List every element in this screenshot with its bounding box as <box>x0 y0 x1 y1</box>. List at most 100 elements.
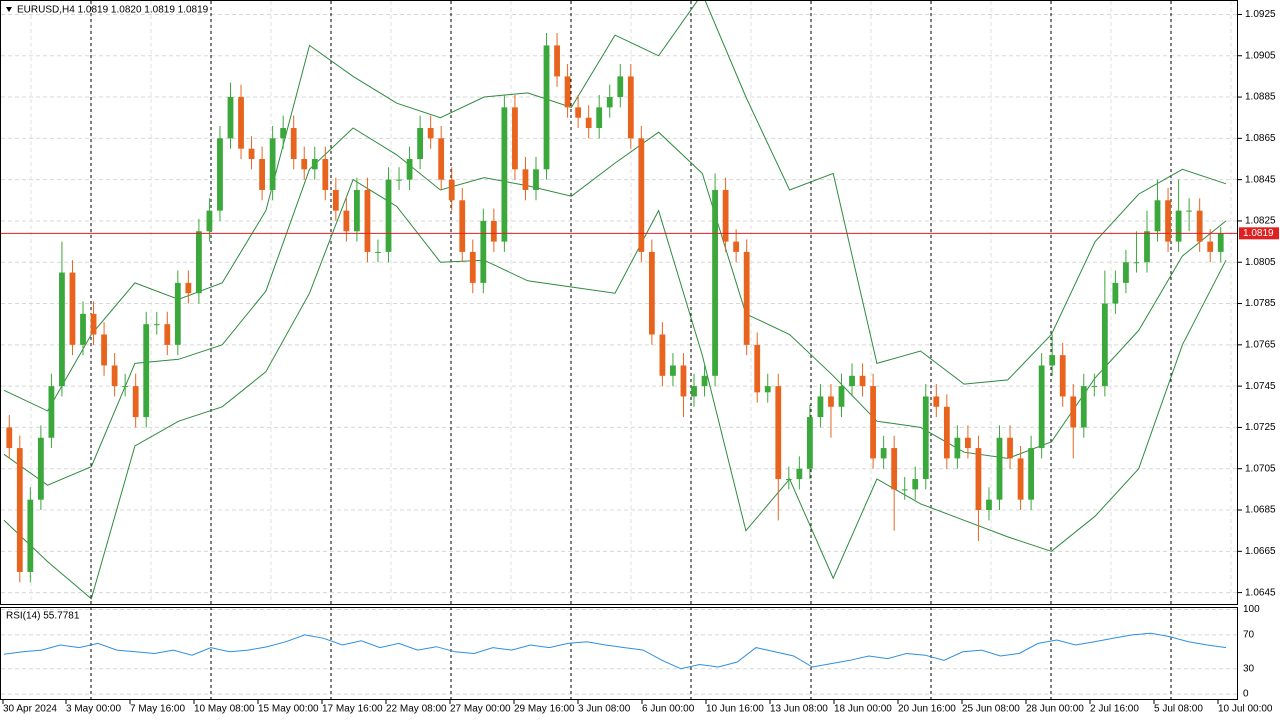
candle-body <box>185 282 192 294</box>
candle-body <box>1207 241 1214 252</box>
candle-body <box>1049 355 1056 366</box>
candle-body <box>153 324 160 326</box>
candle-body <box>143 324 150 418</box>
candle-body <box>69 272 76 345</box>
y-tick-label: 1.0645 <box>1245 587 1276 598</box>
candle-body <box>585 117 592 129</box>
y-tick-label: 1.0865 <box>1245 133 1276 144</box>
menu-triangle <box>6 7 12 12</box>
candle-body <box>533 169 539 190</box>
candle-body <box>427 128 434 139</box>
y-tick-label: 1.0725 <box>1245 422 1276 433</box>
candle-body <box>785 479 792 481</box>
candle-body <box>659 334 666 376</box>
candle-body <box>1059 355 1066 397</box>
candle-body <box>280 128 287 139</box>
candle-body <box>1091 386 1098 388</box>
y-tick-label: 1.0905 <box>1245 50 1276 61</box>
candle-body <box>543 45 550 170</box>
x-tick-label: 22 May 08:00 <box>386 704 447 715</box>
y-tick-label: 1.0885 <box>1245 92 1276 103</box>
candle-body <box>817 396 824 418</box>
rsi-label: RSI(14) 55.7781 <box>6 611 80 622</box>
candle-body <box>891 448 898 490</box>
candle-body <box>522 169 529 190</box>
candle-body <box>1144 231 1150 263</box>
candle-body <box>1080 386 1087 428</box>
candle-body <box>975 448 982 511</box>
candle-body <box>301 158 308 170</box>
bollinger-middle <box>3 127 1227 486</box>
candle-body <box>195 231 202 294</box>
candle-body <box>880 448 887 459</box>
candle-body <box>206 210 213 232</box>
x-tick-label: 28 Jun 00:00 <box>1026 704 1084 715</box>
x-tick-label: 27 May 00:00 <box>450 704 511 715</box>
candle-body <box>806 417 813 469</box>
last-price-box <box>1239 227 1279 240</box>
bollinger-lower <box>3 178 1227 600</box>
candle-body <box>290 128 297 159</box>
x-tick-label: 3 Jun 08:00 <box>578 704 631 715</box>
candle-body <box>986 499 992 511</box>
price-frame <box>0 0 1238 605</box>
candle-body <box>217 138 223 211</box>
y-tick-label: 1.0925 <box>1245 9 1276 20</box>
candle-body <box>512 107 518 170</box>
chart-title: EURUSD,H4 1.0819 1.0820 1.0819 1.0819 <box>17 5 209 16</box>
candle-body <box>1070 396 1077 428</box>
candle-body <box>269 138 276 190</box>
candle-body <box>311 158 318 170</box>
candle-body <box>838 386 845 407</box>
y-tick-label: 1.0705 <box>1245 463 1276 474</box>
x-tick-label: 20 Jun 16:00 <box>898 704 956 715</box>
candle-body <box>248 148 255 159</box>
candle-body <box>37 437 44 500</box>
y-tick-label: 1.0805 <box>1245 257 1276 268</box>
candle-body <box>733 241 740 252</box>
candle-body <box>375 251 381 253</box>
candle-body <box>459 200 466 252</box>
candle-body <box>501 107 508 242</box>
x-tick-label: 6 Jun 00:00 <box>642 704 695 715</box>
candle-body <box>912 479 919 490</box>
y-tick-label: 1.0825 <box>1245 216 1276 227</box>
x-tick-label: 17 May 16:00 <box>322 704 383 715</box>
candle-body <box>627 76 634 139</box>
rsi-tick-label: 30 <box>1243 663 1255 674</box>
candle-body <box>954 437 961 459</box>
candle-body <box>1101 303 1108 387</box>
rsi-pane <box>3 632 1227 670</box>
rsi-tick-label: 70 <box>1243 630 1255 641</box>
candle-body <box>1165 200 1171 242</box>
candle-body <box>406 158 413 180</box>
candle-body <box>354 189 360 232</box>
candle-body <box>396 179 402 181</box>
candle-body <box>59 272 65 387</box>
candle-body <box>101 334 107 366</box>
y-tick-label: 1.0745 <box>1245 381 1276 392</box>
candle-body <box>575 107 582 118</box>
x-tick-label: 29 May 16:00 <box>514 704 575 715</box>
axes: 1.09251.09051.08851.08651.08451.08251.08… <box>2 9 1279 715</box>
candle-body <box>1133 262 1140 264</box>
x-tick-label: 5 Jul 08:00 <box>1154 704 1203 715</box>
y-tick-label: 1.0765 <box>1245 339 1276 350</box>
candle-body <box>1196 210 1203 242</box>
candle-body <box>670 365 676 376</box>
candle-body <box>122 386 129 388</box>
candle-body <box>1028 448 1035 500</box>
candle-body <box>469 251 476 283</box>
candle-body <box>259 158 265 190</box>
candle-body <box>901 489 908 491</box>
candle-body <box>691 386 697 397</box>
candle-body <box>701 375 708 387</box>
candle-body <box>680 365 687 397</box>
candle-body <box>617 76 624 98</box>
x-tick-label: 10 Jun 16:00 <box>706 704 764 715</box>
x-tick-label: 13 Jun 08:00 <box>770 704 828 715</box>
candle-body <box>1175 210 1182 242</box>
x-tick-label: 30 Apr 2024 <box>3 704 57 715</box>
y-tick-label: 1.0665 <box>1245 546 1276 557</box>
